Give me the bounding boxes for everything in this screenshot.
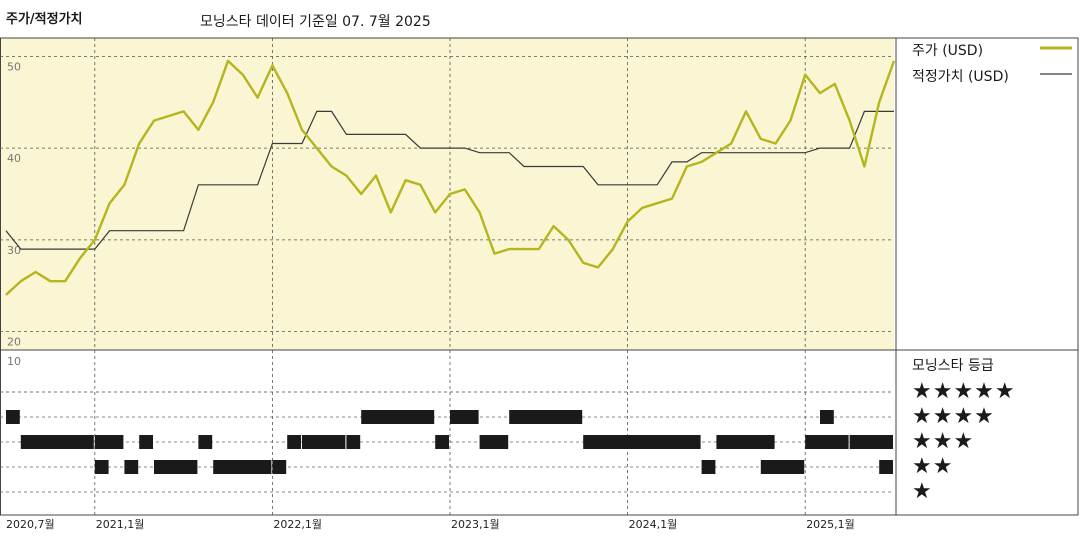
rating-segment-21 [760, 460, 805, 474]
rating-segment-23 [820, 410, 834, 424]
rating-segment-20 [716, 435, 775, 449]
rating-segment-4 [124, 460, 139, 474]
x-tick-label: 2025,1월 [806, 518, 855, 531]
rating-segment-15 [450, 410, 479, 424]
star-row-1: ★ [912, 479, 933, 504]
rating-segment-22 [805, 435, 849, 449]
rating-axis-label: 10 [7, 355, 21, 368]
x-tick-label: 2021,1월 [96, 518, 145, 531]
price-panel-background [0, 38, 894, 350]
rating-segment-3 [94, 460, 109, 474]
rating-segment-2 [94, 435, 124, 449]
rating-segment-19 [701, 460, 716, 474]
x-tick-label: 2020,7월 [6, 518, 55, 531]
rating-segment-9 [272, 460, 287, 474]
rating-segment-18 [583, 435, 701, 449]
rating-segment-1 [20, 435, 94, 449]
rating-legend-title: 모닝스타 등급 [912, 358, 994, 374]
y-tick-label: 20 [7, 336, 21, 349]
rating-segment-6 [154, 460, 198, 474]
rating-segment-11 [302, 435, 346, 449]
chart-frame [0, 37, 1079, 516]
rating-segment-7 [198, 435, 213, 449]
star-row-4: ★★★★ [912, 404, 995, 429]
rating-segment-5 [139, 435, 153, 449]
rating-segment-16 [479, 435, 509, 449]
y-tick-label: 30 [7, 244, 21, 257]
x-tick-label: 2024,1월 [629, 518, 678, 531]
star-row-2: ★★ [912, 454, 954, 479]
legend-fair-value-label: 적정가치 (USD) [912, 69, 1009, 85]
x-tick-label: 2023,1월 [451, 518, 500, 531]
y-tick-label: 40 [7, 152, 21, 165]
rating-segment-25 [879, 460, 893, 474]
x-tick-label: 2022,1월 [273, 518, 322, 531]
star-row-5: ★★★★★ [912, 379, 1016, 404]
y-tick-label: 50 [7, 60, 21, 73]
rating-segment-0 [6, 410, 20, 424]
price-line [5, 59, 896, 296]
rating-segment-14 [435, 435, 449, 449]
legend-price-label: 주가 (USD) [912, 43, 984, 59]
rating-segment-10 [287, 435, 301, 449]
rating-segment-8 [213, 460, 272, 474]
star-row-3: ★★★ [912, 429, 975, 454]
rating-segment-17 [509, 410, 583, 424]
rating-segment-12 [346, 435, 361, 449]
rating-segment-13 [361, 410, 435, 424]
chart-title: 주가/적정가치 [6, 12, 83, 27]
rating-segment-24 [849, 435, 893, 449]
data-date-subtitle: 모닝스타 데이터 기준일 07. 7월 2025 [200, 14, 431, 30]
fair-value-line [5, 110, 894, 250]
